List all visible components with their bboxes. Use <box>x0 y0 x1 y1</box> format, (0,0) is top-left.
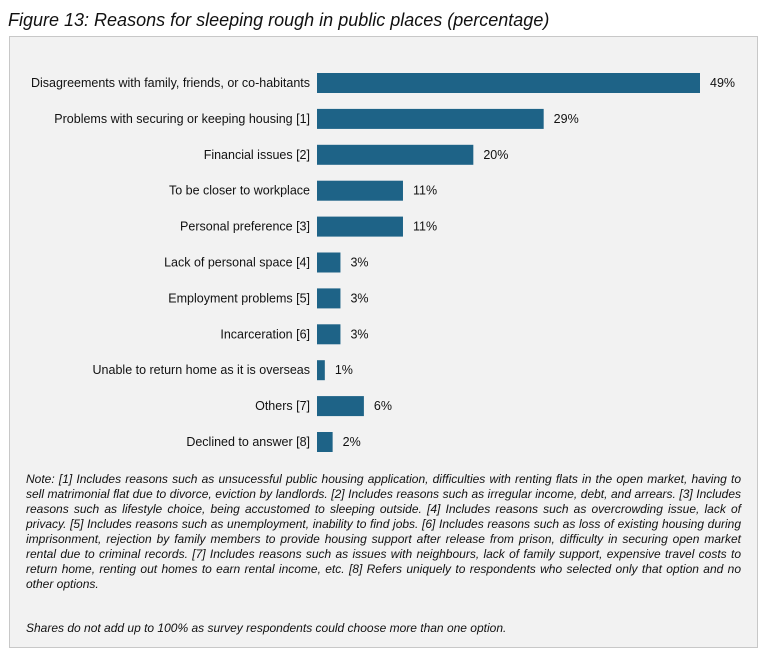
bar <box>317 432 333 452</box>
category-label: Unable to return home as it is overseas <box>93 363 310 377</box>
category-label: Financial issues [2] <box>204 148 310 162</box>
bar <box>317 216 403 237</box>
value-label: 20% <box>483 148 508 162</box>
category-label: Declined to answer [8] <box>186 435 310 449</box>
value-label: 3% <box>350 291 368 305</box>
category-label: Employment problems [5] <box>168 291 310 305</box>
bar <box>317 108 544 129</box>
value-label: 3% <box>350 256 368 270</box>
value-label: 1% <box>335 363 353 377</box>
chart-panel: Disagreements with family, friends, or c… <box>9 36 758 648</box>
category-label: Others [7] <box>255 399 310 413</box>
value-label: 2% <box>343 435 361 449</box>
bar <box>317 360 325 381</box>
bar-chart: Disagreements with family, friends, or c… <box>31 73 735 452</box>
bar <box>317 396 364 417</box>
value-label: 49% <box>710 76 735 90</box>
value-label: 3% <box>350 327 368 341</box>
bar <box>317 73 700 93</box>
category-label: Problems with securing or keeping housin… <box>54 112 310 126</box>
chart-note: Note: [1] Includes reasons such as unsuc… <box>26 472 741 591</box>
bar <box>317 288 341 309</box>
value-label: 11% <box>413 184 437 198</box>
category-label: Incarceration [6] <box>220 327 310 341</box>
bar <box>317 180 403 201</box>
value-label: 6% <box>374 399 392 413</box>
bar <box>317 252 341 273</box>
bar <box>317 324 341 345</box>
category-label: Lack of personal space [4] <box>164 256 310 270</box>
bar <box>317 144 474 165</box>
category-label: To be closer to workplace <box>169 184 310 198</box>
figure-title: Figure 13: Reasons for sleeping rough in… <box>8 10 550 30</box>
category-label: Disagreements with family, friends, or c… <box>31 76 310 90</box>
value-label: 29% <box>554 112 579 126</box>
shares-note: Shares do not add up to 100% as survey r… <box>26 621 507 635</box>
category-label: Personal preference [3] <box>180 220 310 234</box>
value-label: 11% <box>413 220 437 234</box>
